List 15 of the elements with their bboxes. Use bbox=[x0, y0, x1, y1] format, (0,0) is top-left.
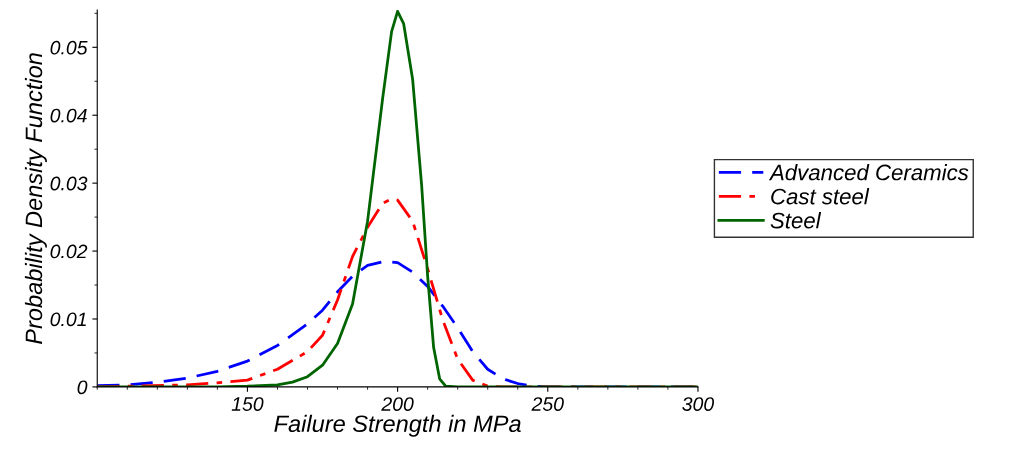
y-tick-label: 0.04 bbox=[50, 108, 87, 123]
y-tick-label: 0 bbox=[77, 380, 88, 395]
x-tick-label: 250 bbox=[531, 397, 564, 411]
y-tick-label: 0.05 bbox=[50, 40, 88, 55]
x-tick-label: 200 bbox=[381, 397, 414, 411]
legend-label: Advanced Ceramics bbox=[768, 164, 969, 181]
x-tick-label: 300 bbox=[682, 397, 715, 411]
y-tick-label: 0.01 bbox=[50, 312, 86, 327]
y-axis-title: Probability Density Function bbox=[24, 53, 47, 345]
x-axis-title: Failure Strength in MPa bbox=[274, 414, 521, 437]
y-tick-label: 0.03 bbox=[50, 176, 88, 191]
y-tick-label: 0.02 bbox=[50, 244, 88, 259]
x-tick-label: 150 bbox=[231, 397, 264, 411]
legend-label: Steel bbox=[770, 212, 822, 229]
legend-label: Cast steel bbox=[771, 188, 870, 205]
